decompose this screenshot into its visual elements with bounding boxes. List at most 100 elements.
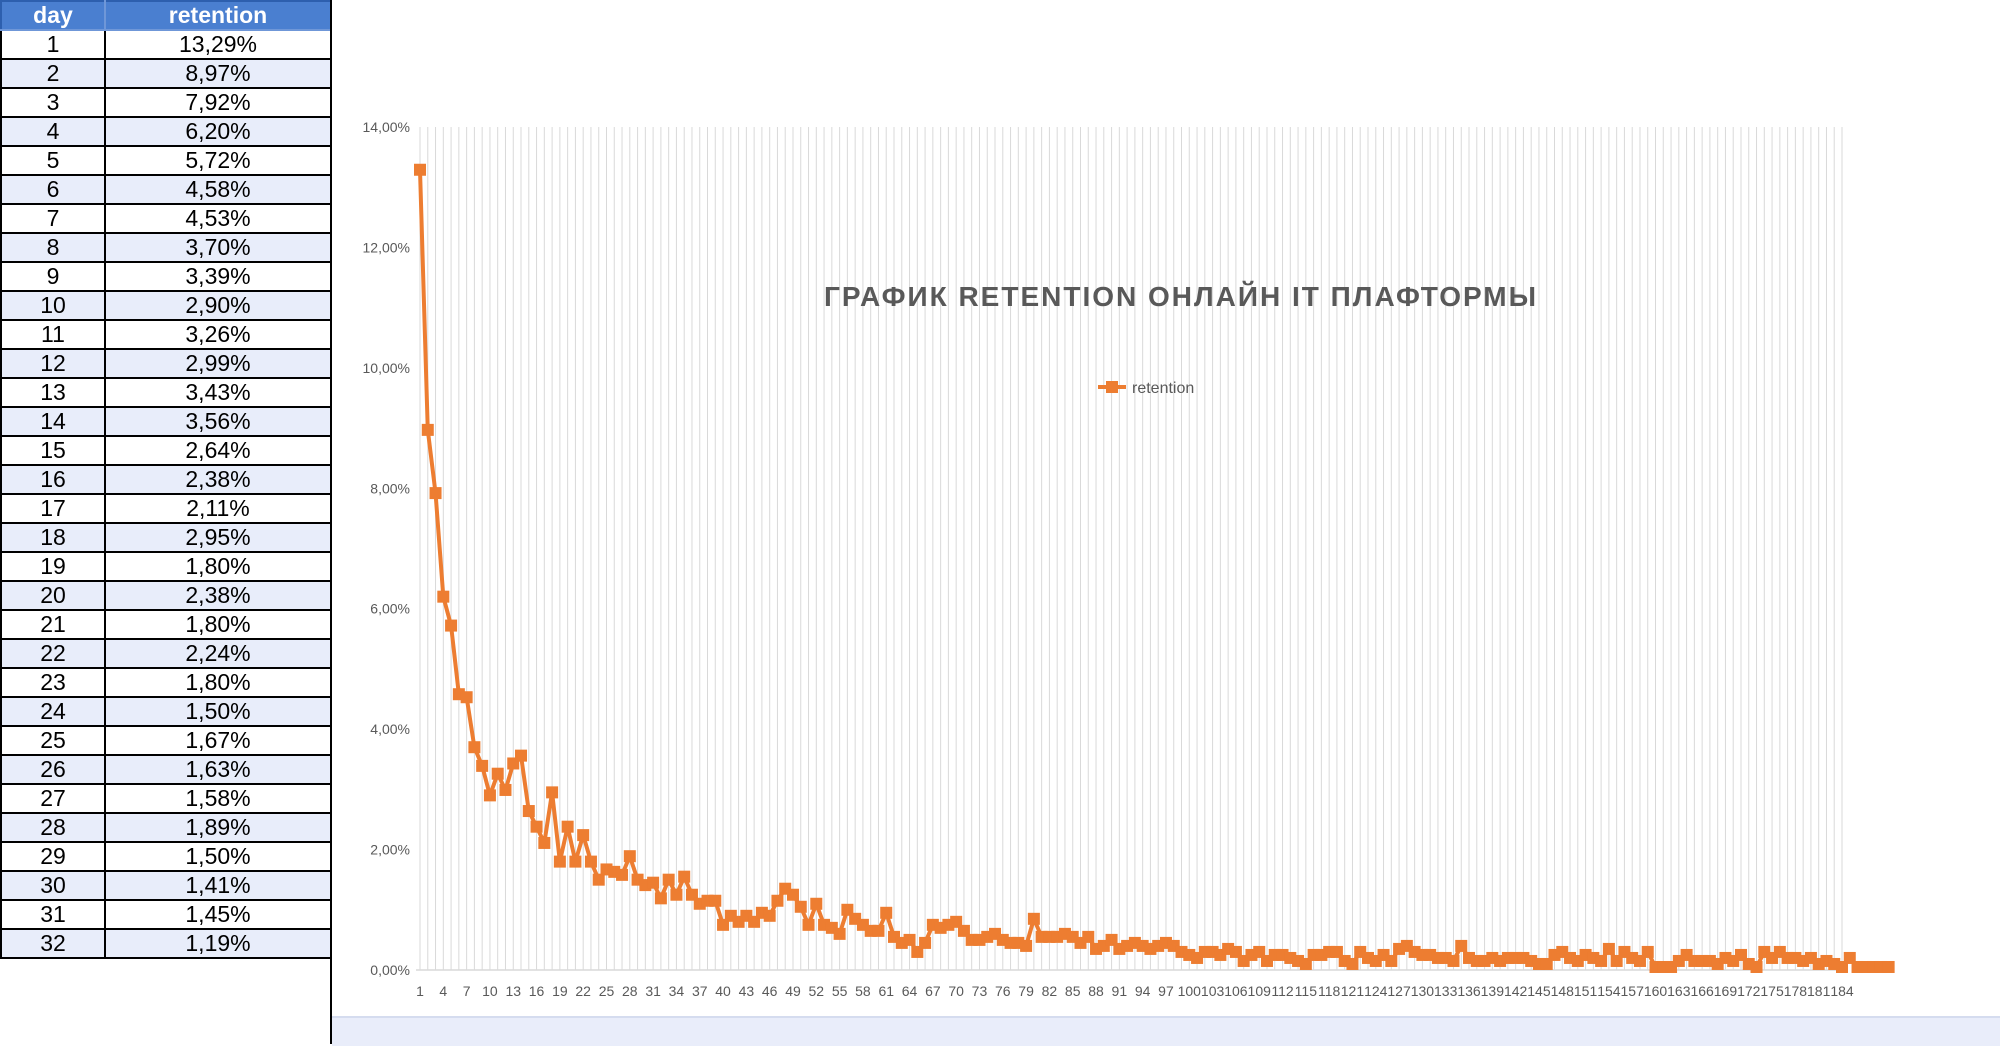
legend[interactable]: retention (1098, 380, 1194, 397)
cell-retention[interactable]: 8,97% (104, 58, 330, 89)
data-point-marker[interactable] (717, 918, 730, 931)
cell-day[interactable]: 20 (0, 580, 106, 611)
data-point-marker[interactable] (1750, 960, 1763, 973)
cell-retention[interactable]: 2,24% (104, 638, 330, 669)
data-point-marker[interactable] (623, 850, 636, 863)
column-header-day[interactable]: day (0, 0, 106, 31)
data-point-marker[interactable] (577, 829, 590, 842)
data-point-marker[interactable] (950, 915, 963, 928)
data-point-marker[interactable] (569, 855, 582, 868)
cell-day[interactable]: 10 (0, 290, 106, 321)
cell-day[interactable]: 15 (0, 435, 106, 466)
data-point-marker[interactable] (1385, 954, 1398, 967)
cell-retention[interactable]: 2,11% (104, 493, 330, 524)
data-point-marker[interactable] (546, 786, 559, 799)
data-point-marker[interactable] (647, 876, 660, 889)
cell-retention[interactable]: 2,38% (104, 464, 330, 495)
cell-retention[interactable]: 1,80% (104, 551, 330, 582)
cell-day[interactable]: 3 (0, 87, 106, 118)
cell-retention[interactable]: 2,64% (104, 435, 330, 466)
cell-retention[interactable]: 2,38% (104, 580, 330, 611)
data-point-marker[interactable] (561, 820, 574, 833)
cell-retention[interactable]: 2,95% (104, 522, 330, 553)
data-point-marker[interactable] (709, 894, 722, 907)
cell-retention[interactable]: 3,39% (104, 261, 330, 292)
cell-retention[interactable]: 1,67% (104, 725, 330, 756)
data-point-marker[interactable] (1229, 945, 1242, 958)
data-point-marker[interactable] (553, 855, 566, 868)
cell-retention[interactable]: 1,58% (104, 783, 330, 814)
cell-day[interactable]: 8 (0, 232, 106, 263)
cell-retention[interactable]: 3,43% (104, 377, 330, 408)
cell-day[interactable]: 1 (0, 29, 106, 60)
data-point-marker[interactable] (670, 888, 683, 901)
series-retention[interactable] (414, 163, 1895, 973)
data-point-marker[interactable] (414, 163, 426, 176)
cell-retention[interactable]: 4,58% (104, 174, 330, 205)
cell-retention[interactable]: 1,45% (104, 899, 330, 930)
cell-day[interactable]: 21 (0, 609, 106, 640)
cell-day[interactable]: 4 (0, 116, 106, 147)
data-point-marker[interactable] (1882, 960, 1895, 973)
data-point-marker[interactable] (841, 903, 854, 916)
cell-retention[interactable]: 3,56% (104, 406, 330, 437)
data-point-marker[interactable] (1641, 945, 1654, 958)
cell-retention[interactable]: 1,19% (104, 928, 330, 959)
cell-retention[interactable]: 1,50% (104, 841, 330, 872)
cell-day[interactable]: 29 (0, 841, 106, 872)
data-point-marker[interactable] (802, 918, 815, 931)
data-point-marker[interactable] (616, 868, 629, 881)
data-point-marker[interactable] (786, 888, 799, 901)
chart-title[interactable]: ГРАФИК RETENTION ОНЛАЙН IT ПЛАФТОРМЫ (824, 280, 1538, 312)
data-point-marker[interactable] (468, 741, 481, 754)
data-point-marker[interactable] (833, 927, 846, 940)
data-point-marker[interactable] (445, 619, 458, 632)
data-point-marker[interactable] (1346, 957, 1359, 970)
cell-day[interactable]: 9 (0, 261, 106, 292)
cell-day[interactable]: 2 (0, 58, 106, 89)
cell-day[interactable]: 17 (0, 493, 106, 524)
data-point-marker[interactable] (1253, 945, 1266, 958)
cell-day[interactable]: 25 (0, 725, 106, 756)
data-point-marker[interactable] (903, 933, 916, 946)
data-point-marker[interactable] (763, 909, 776, 922)
data-point-marker[interactable] (1299, 957, 1312, 970)
data-point-marker[interactable] (1020, 939, 1033, 952)
data-point-marker[interactable] (538, 836, 551, 849)
data-point-marker[interactable] (483, 789, 496, 802)
data-point-marker[interactable] (1330, 945, 1343, 958)
cell-day[interactable]: 7 (0, 203, 106, 234)
data-point-marker[interactable] (957, 924, 970, 937)
data-point-marker[interactable] (491, 767, 504, 780)
cell-day[interactable]: 6 (0, 174, 106, 205)
cell-day[interactable]: 18 (0, 522, 106, 553)
cell-retention[interactable]: 13,29% (104, 29, 330, 60)
data-point-marker[interactable] (880, 906, 893, 919)
cell-day[interactable]: 31 (0, 899, 106, 930)
cell-retention[interactable]: 3,26% (104, 319, 330, 350)
data-point-marker[interactable] (1595, 954, 1608, 967)
data-point-marker[interactable] (1610, 954, 1623, 967)
cell-retention[interactable]: 1,80% (104, 667, 330, 698)
data-point-marker[interactable] (499, 783, 512, 796)
cell-retention[interactable]: 1,63% (104, 754, 330, 785)
cell-retention[interactable]: 5,72% (104, 145, 330, 176)
cell-day[interactable]: 12 (0, 348, 106, 379)
data-point-marker[interactable] (1734, 948, 1747, 961)
data-point-marker[interactable] (1082, 930, 1095, 943)
data-point-marker[interactable] (522, 805, 535, 818)
column-header-retention[interactable]: retention (104, 0, 330, 31)
data-point-marker[interactable] (1027, 912, 1040, 925)
data-point-marker[interactable] (584, 855, 597, 868)
cell-day[interactable]: 5 (0, 145, 106, 176)
data-point-marker[interactable] (748, 915, 761, 928)
cell-retention[interactable]: 1,41% (104, 870, 330, 901)
data-point-marker[interactable] (1447, 954, 1460, 967)
data-point-marker[interactable] (654, 892, 667, 905)
data-point-marker[interactable] (1633, 954, 1646, 967)
cell-day[interactable]: 16 (0, 464, 106, 495)
data-point-marker[interactable] (460, 691, 473, 704)
data-point-marker[interactable] (421, 423, 434, 436)
cell-retention[interactable]: 1,80% (104, 609, 330, 640)
cell-day[interactable]: 26 (0, 754, 106, 785)
